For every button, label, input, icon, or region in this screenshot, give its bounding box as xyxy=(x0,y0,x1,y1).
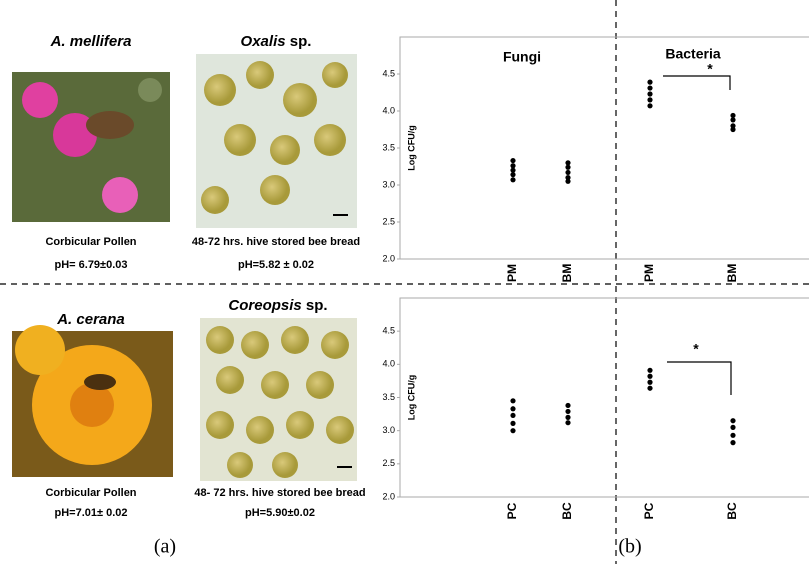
significance-star: * xyxy=(693,341,699,357)
data-point xyxy=(730,117,736,123)
species-title: Coreopsis sp. xyxy=(228,297,327,314)
panel-label: (a) xyxy=(154,536,176,558)
data-point xyxy=(510,428,516,434)
data-point xyxy=(647,85,653,91)
data-point xyxy=(730,112,736,119)
data-point xyxy=(565,164,571,170)
y-axis-label: Log CFU/g xyxy=(406,375,416,421)
photo-oxalis-pollen xyxy=(196,54,357,228)
data-point xyxy=(565,402,571,409)
data-point xyxy=(510,163,516,169)
data-point xyxy=(510,406,516,412)
x-tick-label: PM xyxy=(642,264,656,282)
significance-star: * xyxy=(707,61,713,77)
species-title: Oxalis sp. xyxy=(241,33,312,50)
data-point xyxy=(510,177,516,183)
y-tick-label: 3.0 xyxy=(382,179,395,189)
data-point xyxy=(510,167,516,173)
y-axis-label: Log CFU/g xyxy=(406,125,416,171)
y-tick-label: 4.0 xyxy=(382,359,395,369)
plot-frame xyxy=(399,297,809,498)
panel-label: (b) xyxy=(618,536,641,558)
y-tick-label: 4.5 xyxy=(382,68,395,78)
data-point xyxy=(565,175,571,181)
data-point xyxy=(510,157,516,164)
data-point xyxy=(647,91,653,97)
y-tick-label: 2.5 xyxy=(382,458,395,468)
group-label: Fungi xyxy=(503,49,541,65)
caption: pH=7.01± 0.02 xyxy=(55,507,128,519)
significance-bracket xyxy=(667,361,732,395)
x-tick-label: BC xyxy=(560,502,574,520)
data-point xyxy=(730,440,736,446)
caption: 48- 72 hrs. hive stored bee bread xyxy=(194,487,365,499)
data-point xyxy=(730,424,736,430)
x-tick-label: BC xyxy=(725,502,739,520)
data-point xyxy=(730,123,736,129)
y-tick-label: 3.5 xyxy=(382,392,395,402)
species-title: A. cerana xyxy=(56,311,125,328)
data-point xyxy=(510,420,516,426)
data-point xyxy=(647,367,653,373)
x-tick-label: BM xyxy=(560,264,574,283)
photo-bee-pink-flower xyxy=(12,72,170,222)
data-point xyxy=(730,432,736,438)
photo-bee-yellow-flower xyxy=(12,325,173,477)
significance-bracket xyxy=(663,75,731,90)
data-point xyxy=(647,373,653,379)
y-tick-label: 2.5 xyxy=(382,216,395,226)
x-tick-label: BM xyxy=(725,264,739,283)
data-point xyxy=(730,418,736,424)
data-point xyxy=(510,398,516,404)
data-point xyxy=(647,385,653,391)
caption: 48-72 hrs. hive stored bee bread xyxy=(192,236,360,248)
y-tick-label: 3.5 xyxy=(382,142,395,152)
data-point xyxy=(647,379,653,385)
y-tick-label: 3.0 xyxy=(382,425,395,435)
caption: pH=5.90±0.02 xyxy=(245,507,315,519)
data-point xyxy=(565,408,571,415)
x-tick-label: PC xyxy=(642,502,656,519)
data-point xyxy=(510,172,516,178)
data-point xyxy=(565,178,571,184)
caption: Corbicular Pollen xyxy=(45,236,136,248)
y-tick-label: 4.0 xyxy=(382,105,395,115)
y-tick-label: 2.0 xyxy=(382,491,395,501)
data-point xyxy=(565,414,571,420)
data-point xyxy=(647,97,653,103)
y-tick-label: 2.0 xyxy=(382,253,395,263)
plot-frame xyxy=(399,36,809,260)
data-point xyxy=(730,126,736,133)
data-point xyxy=(565,420,571,426)
caption: pH=5.82 ± 0.02 xyxy=(238,259,314,271)
x-tick-label: PC xyxy=(505,502,519,519)
data-point xyxy=(565,160,571,166)
caption: Corbicular Pollen xyxy=(45,487,136,499)
caption: pH= 6.79±0.03 xyxy=(55,259,128,271)
data-point xyxy=(510,412,516,419)
data-point xyxy=(565,169,571,176)
photo-coreopsis-pollen xyxy=(200,318,357,481)
group-label: Bacteria xyxy=(665,46,720,62)
species-title: A. mellifera xyxy=(50,33,132,50)
y-tick-label: 4.5 xyxy=(382,326,395,336)
x-tick-label: PM xyxy=(505,264,519,282)
data-point xyxy=(647,79,653,85)
data-point xyxy=(647,103,653,109)
